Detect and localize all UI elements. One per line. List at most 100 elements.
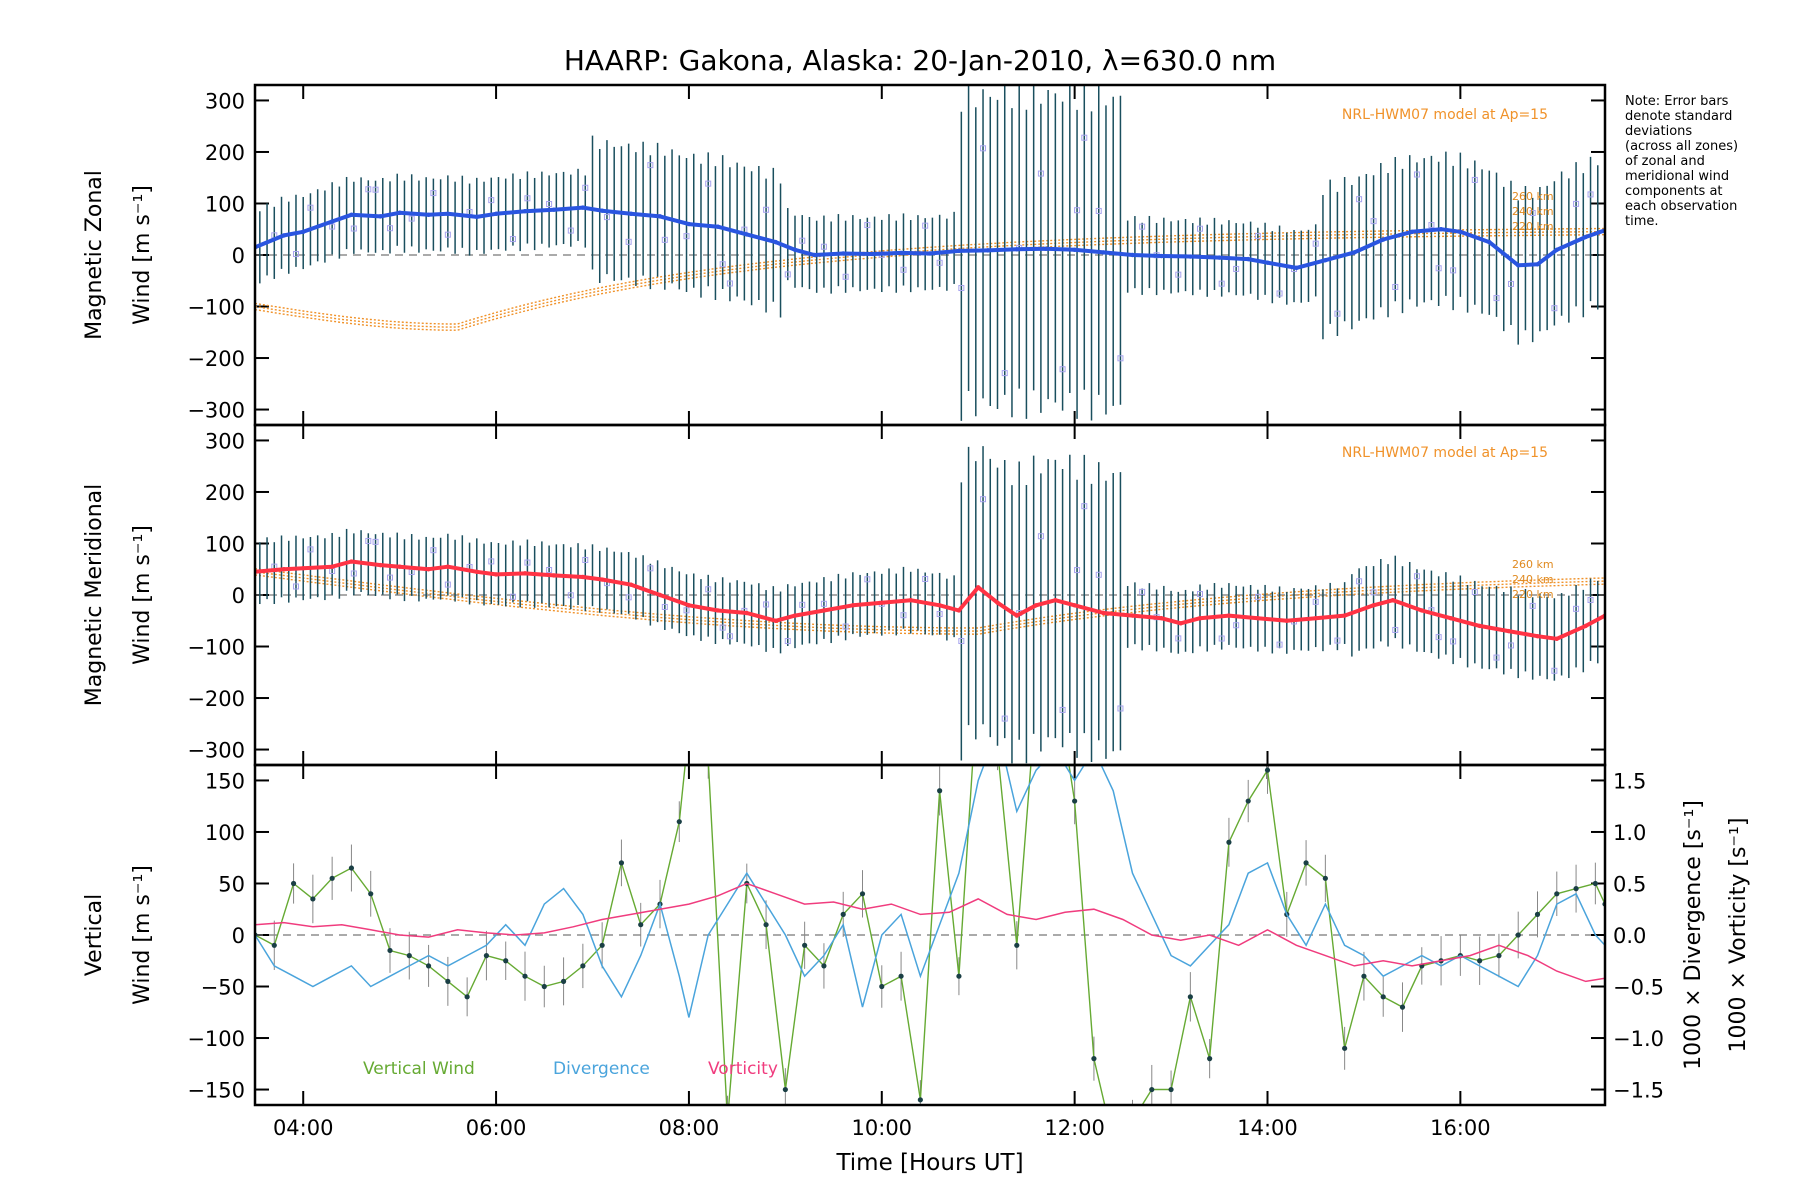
- zonal-error-bars: [259, 85, 1599, 421]
- zone-sample: [444, 231, 451, 238]
- zone-sample: [1573, 605, 1580, 612]
- vertical-wind-point: [483, 953, 490, 959]
- vertical-wind-line: [255, 765, 1605, 1105]
- zone-sample: [292, 583, 299, 590]
- zone-sample: [430, 190, 437, 197]
- wind-point: [898, 250, 904, 256]
- zonal-wind-line: [255, 205, 1605, 270]
- wind-point: [773, 618, 778, 623]
- meridional-alt-220: 220 km: [1512, 588, 1554, 601]
- zone-sample: [705, 180, 712, 187]
- wind-point: [1226, 613, 1232, 618]
- vertical-wind-point: [1342, 1045, 1348, 1051]
- y-tick-label: −300: [187, 399, 245, 423]
- meridional-wind-line: [255, 559, 1605, 641]
- zone-sample: [1356, 578, 1363, 585]
- note-line: components at: [1625, 184, 1723, 199]
- zonal-series: [255, 205, 1605, 271]
- zone-sample: [546, 567, 553, 574]
- vorticity-ylabel: 1000 × Vorticity [s⁻¹]: [1726, 818, 1751, 1053]
- zone-sample: [842, 273, 849, 280]
- zone-sample: [1175, 635, 1182, 642]
- zone-sample: [1139, 588, 1146, 595]
- wind-point: [1458, 229, 1463, 235]
- zonal-model-curves: [255, 227, 1605, 331]
- zonal-alt-240: 240 km: [1512, 205, 1554, 218]
- wind-point: [1371, 603, 1376, 608]
- zone-sample: [661, 236, 668, 243]
- wind-point: [1554, 247, 1559, 253]
- wind-point: [522, 571, 528, 576]
- zone-sample: [784, 271, 791, 278]
- wind-point: [1159, 615, 1164, 621]
- wind-point: [773, 239, 778, 245]
- y-tick-label: −100: [187, 636, 245, 660]
- zone-sample: [1493, 295, 1500, 302]
- zone-sample: [1435, 265, 1442, 272]
- vertical-wind-point: [1399, 1004, 1406, 1010]
- wind-point: [301, 566, 306, 571]
- meridional-ylabel-line1: Magnetic Meridional: [82, 484, 107, 706]
- zonal-model-curve: [255, 234, 1605, 331]
- vertical-wind-point: [638, 922, 644, 928]
- zone-sample: [1074, 207, 1081, 214]
- zone-sample: [936, 259, 943, 266]
- zone-sample: [1392, 283, 1399, 290]
- vertical-ylabel-line2: Wind [m s⁻¹]: [130, 865, 155, 1005]
- vertical-wind-point: [802, 942, 808, 948]
- wind-point: [686, 603, 692, 608]
- right-y-tick-label: 1.0: [1613, 821, 1646, 845]
- vertical-wind-point: [1130, 1118, 1135, 1123]
- zone-sample: [1356, 196, 1363, 203]
- x-tick-label: 06:00: [466, 1116, 527, 1140]
- vertical-wind-point: [271, 942, 277, 948]
- right-y-tick-label: −1.5: [1613, 1079, 1664, 1103]
- zonal-alt-260: 260 km: [1512, 190, 1554, 203]
- wind-point: [1419, 608, 1424, 613]
- zone-sample: [329, 223, 336, 230]
- x-tick-label: 12:00: [1044, 1116, 1105, 1140]
- zone-sample: [820, 600, 827, 607]
- zone-sample: [1218, 635, 1225, 642]
- right-y-tick-label: −0.5: [1613, 976, 1664, 1000]
- wind-point: [657, 592, 663, 598]
- zone-sample: [1471, 589, 1478, 596]
- zone-sample: [1507, 642, 1514, 649]
- wind-point: [522, 209, 528, 214]
- vertical-wind-point: [995, 747, 1000, 752]
- vertical-wind-panel: −150 −100 −50 0 50 100 150 −1.5 −1.0 −0.5 0.0 0.5 1.…: [82, 747, 1751, 1176]
- x-tick-label: 04:00: [273, 1116, 334, 1140]
- vertical-wind-point: [898, 973, 904, 979]
- legend-vorticity: Vorticity: [708, 1059, 778, 1079]
- x-axis-label: Time [Hours UT]: [835, 1150, 1023, 1176]
- wind-point: [599, 208, 605, 213]
- zone-sample: [1370, 218, 1377, 225]
- zone-sample: [387, 574, 393, 581]
- zone-sample: [625, 594, 632, 601]
- zone-sample: [1529, 210, 1536, 217]
- zonal-ylabel-line2: Wind [m s⁻¹]: [130, 185, 155, 325]
- vertical-wind-point: [1477, 958, 1483, 964]
- vertical-wind-point: [1245, 798, 1251, 804]
- zone-sample: [683, 607, 690, 614]
- zone-sample: [1139, 223, 1146, 230]
- y-tick-label: −50: [201, 976, 245, 1000]
- y-tick-label: 300: [205, 89, 245, 113]
- vertical-wind-point: [1322, 875, 1328, 881]
- vertical-wind-point: [290, 880, 297, 887]
- zone-sample: [488, 558, 495, 565]
- wind-point: [349, 212, 354, 218]
- zone-sample: [864, 222, 871, 229]
- zone-sample: [1529, 602, 1536, 609]
- vertical-wind-point: [310, 896, 316, 902]
- note-line: Note: Error bars: [1625, 94, 1729, 109]
- wind-point: [1265, 260, 1270, 265]
- zone-sample: [292, 251, 299, 258]
- vertical-wind-point: [1592, 880, 1598, 887]
- wind-point: [686, 221, 692, 227]
- zone-sample: [1551, 305, 1558, 312]
- vertical-wind-point: [1207, 1056, 1213, 1062]
- vertical-wind-point: [1573, 886, 1579, 892]
- wind-point: [715, 608, 721, 613]
- vertical-plot-frame: [253, 763, 1607, 1107]
